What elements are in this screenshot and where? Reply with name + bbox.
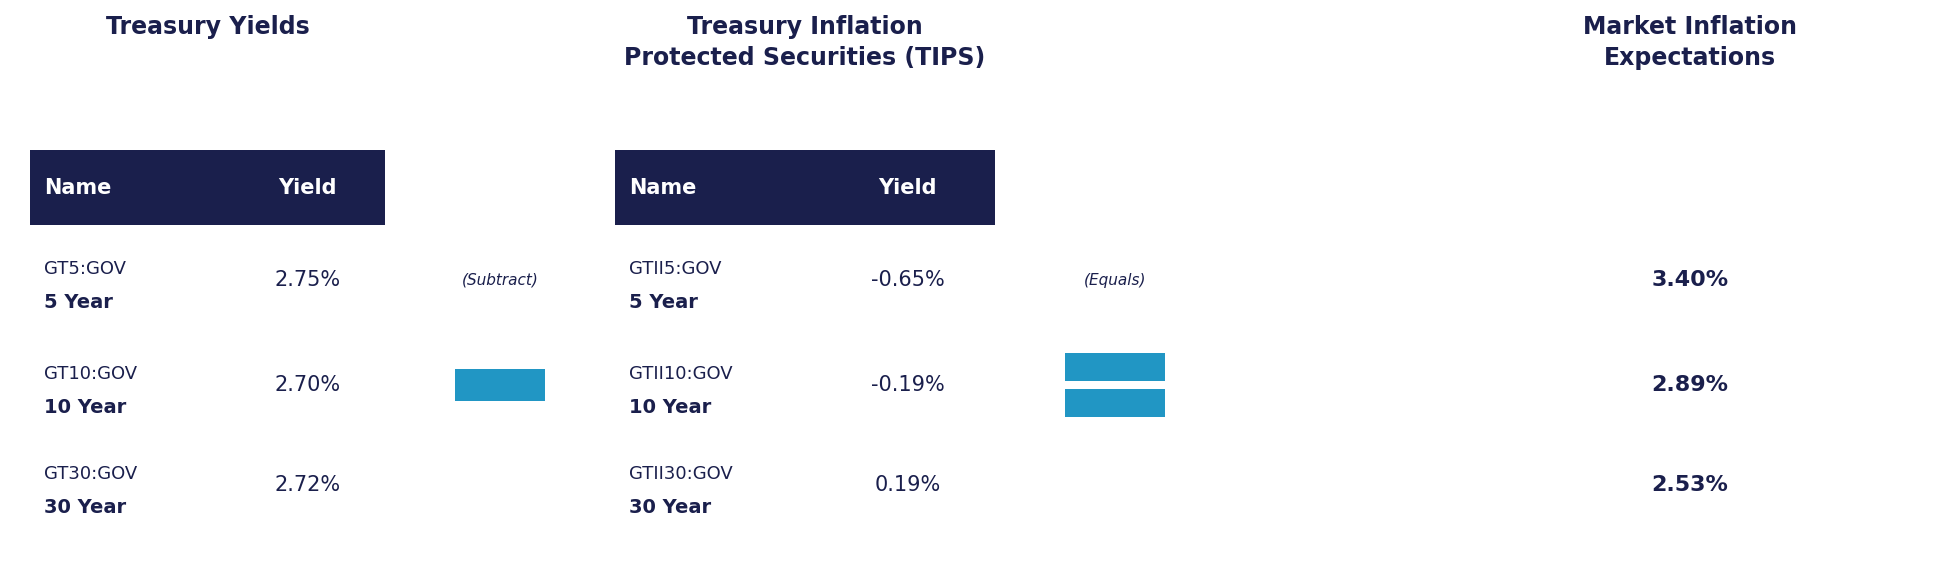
Text: 5 Year: 5 Year (44, 293, 112, 312)
Text: GT5:GOV: GT5:GOV (44, 260, 126, 278)
Text: Treasury Inflation
Protected Securities (TIPS): Treasury Inflation Protected Securities … (625, 15, 986, 70)
FancyBboxPatch shape (820, 150, 994, 225)
Text: 3.40%: 3.40% (1652, 270, 1729, 290)
Text: 30 Year: 30 Year (44, 498, 126, 517)
FancyBboxPatch shape (230, 150, 385, 225)
Text: 2.53%: 2.53% (1652, 475, 1729, 495)
FancyBboxPatch shape (454, 369, 545, 401)
Text: 0.19%: 0.19% (874, 475, 940, 495)
Text: (Equals): (Equals) (1083, 272, 1147, 287)
Text: 10 Year: 10 Year (44, 398, 126, 417)
Text: GTII30:GOV: GTII30:GOV (629, 465, 733, 483)
FancyBboxPatch shape (1066, 353, 1164, 381)
Text: Treasury Yields: Treasury Yields (106, 15, 309, 39)
Text: 2.72%: 2.72% (275, 475, 340, 495)
FancyBboxPatch shape (615, 150, 820, 225)
Text: Yield: Yield (878, 177, 936, 197)
Text: (Subtract): (Subtract) (462, 272, 538, 287)
Text: Name: Name (629, 177, 696, 197)
Text: GTII10:GOV: GTII10:GOV (629, 365, 733, 383)
Text: 10 Year: 10 Year (629, 398, 712, 417)
Text: Name: Name (44, 177, 112, 197)
Text: GT30:GOV: GT30:GOV (44, 465, 137, 483)
Text: GT10:GOV: GT10:GOV (44, 365, 137, 383)
Text: 2.89%: 2.89% (1652, 375, 1729, 395)
Text: -0.19%: -0.19% (870, 375, 944, 395)
Text: Yield: Yield (278, 177, 337, 197)
Text: 2.70%: 2.70% (275, 375, 340, 395)
FancyBboxPatch shape (31, 150, 230, 225)
Text: 30 Year: 30 Year (629, 498, 712, 517)
FancyBboxPatch shape (1066, 389, 1164, 417)
Text: 2.75%: 2.75% (275, 270, 340, 290)
Text: -0.65%: -0.65% (870, 270, 944, 290)
Text: 5 Year: 5 Year (629, 293, 698, 312)
Text: GTII5:GOV: GTII5:GOV (629, 260, 721, 278)
Text: Market Inflation
Expectations: Market Inflation Expectations (1584, 15, 1797, 70)
